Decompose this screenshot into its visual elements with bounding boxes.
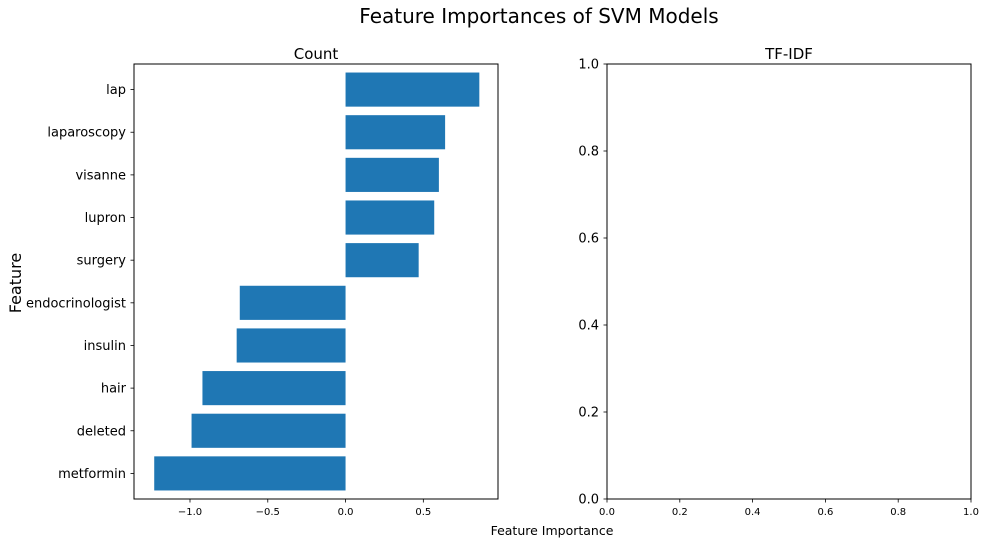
count-ytick-label: insulin <box>84 339 126 354</box>
count-bar-laparoscopy <box>345 115 446 150</box>
tfidf-ytick-label: 0.4 <box>578 319 599 334</box>
count-ytick-label: lupron <box>85 211 126 226</box>
count-bar-lupron <box>345 200 435 235</box>
count-ytick-label: metformin <box>58 467 126 482</box>
tfidf-ytick-label: 0.8 <box>578 145 599 160</box>
tfidf-ytick-label: 0.0 <box>578 493 599 508</box>
figure-xlabel: Feature Importance <box>491 523 614 538</box>
figure-title: Feature Importances of SVM Models <box>359 4 718 28</box>
count-chart: Count lap laparoscopy visanne lupron surgery… <box>26 45 499 518</box>
tfidf-ytick-label: 0.2 <box>578 406 599 421</box>
count-bar-endocrinologist <box>239 285 346 320</box>
count-ytick-label: deleted <box>77 424 126 439</box>
tfidf-ytick-label: 1.0 <box>578 58 599 73</box>
tfidf-xtick-label: 0.4 <box>745 507 761 518</box>
count-xtick-label: −1.0 <box>178 507 202 518</box>
count-bar-visanne <box>345 157 439 192</box>
tfidf-xtick-label: 1.0 <box>963 507 979 518</box>
count-xtick-label: −0.5 <box>256 507 280 518</box>
tfidf-chart-title: TF-IDF <box>764 45 813 63</box>
tfidf-plot-frame <box>606 63 972 500</box>
count-xtick-label: 0.0 <box>338 507 354 518</box>
tfidf-xtick-label: 0.0 <box>599 507 615 518</box>
tfidf-xtick-label: 0.6 <box>817 507 833 518</box>
count-plot-frame <box>133 63 499 500</box>
count-bar-hair <box>202 371 346 406</box>
figure-ylabel: Feature <box>6 253 25 313</box>
tfidf-chart: TF-IDF 0.0 0.2 0.4 0.6 0.8 1.0 0.0 0.2 0.4 0.6 0.8… <box>578 45 979 518</box>
count-ytick-label: visanne <box>75 168 126 183</box>
count-bars <box>154 72 480 491</box>
count-bar-surgery <box>345 243 419 278</box>
count-bar-deleted <box>191 413 346 448</box>
count-ytick-label: endocrinologist <box>26 296 126 311</box>
count-bar-metformin <box>154 456 346 491</box>
count-chart-title: Count <box>294 45 339 63</box>
tfidf-ytick-label: 0.6 <box>578 232 599 247</box>
count-ytick-label: laparoscopy <box>47 126 126 141</box>
count-xtick-label: 0.5 <box>415 507 431 518</box>
tfidf-xtick-label: 0.2 <box>672 507 688 518</box>
count-ytick-label: lap <box>106 83 126 98</box>
tfidf-ticks: 0.0 0.2 0.4 0.6 0.8 1.0 0.0 0.2 0.4 0.6 0.8 1.0 <box>578 58 979 519</box>
count-ytick-label: surgery <box>77 254 127 269</box>
count-bar-insulin <box>236 328 346 363</box>
count-ticks: lap laparoscopy visanne lupron surgery endocr… <box>26 83 431 518</box>
tfidf-xtick-label: 0.8 <box>890 507 906 518</box>
count-bar-lap <box>345 72 480 107</box>
count-ytick-label: hair <box>101 382 127 397</box>
